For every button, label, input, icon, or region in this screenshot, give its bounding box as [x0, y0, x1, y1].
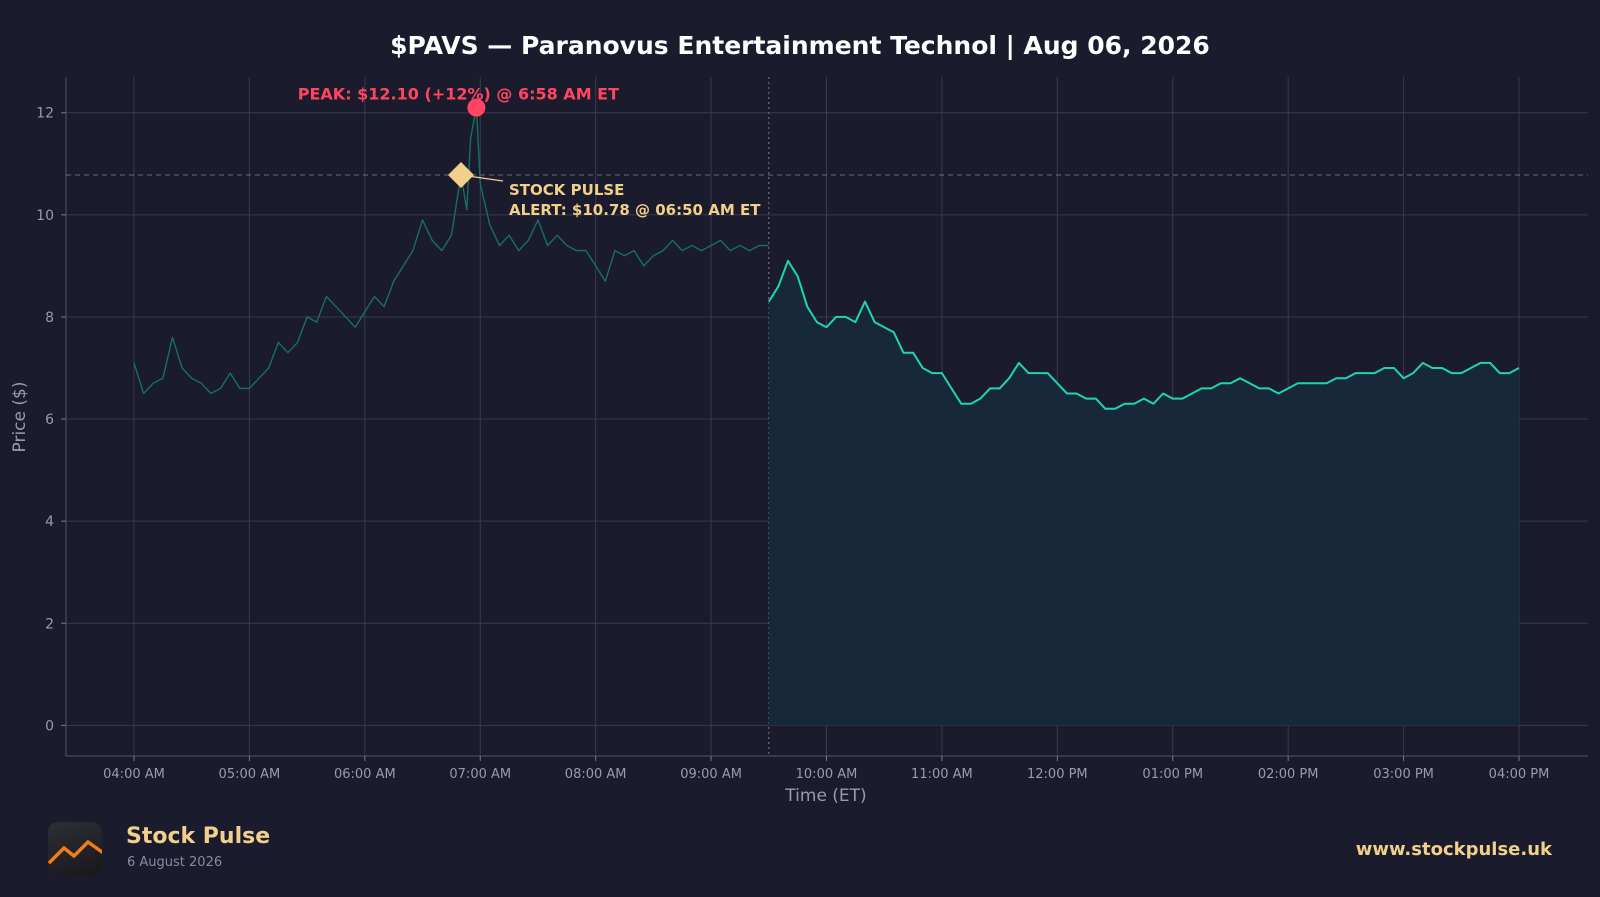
premarket-price-line	[133, 106, 769, 395]
alert-label-line2: ALERT: $10.78 @ 06:50 AM ET	[509, 201, 761, 219]
peak-label: PEAK: $12.10 (+12%) @ 6:58 AM ET	[298, 85, 619, 104]
x-tick-label: 02:00 PM	[1258, 767, 1319, 782]
y-tick-label: 12	[36, 106, 54, 122]
chart-line-icon	[48, 840, 104, 864]
x-tick-label: 01:00 PM	[1142, 767, 1203, 782]
x-tick-label: 08:00 AM	[565, 767, 627, 782]
brand-logo	[48, 822, 104, 876]
alert-label-line1: STOCK PULSE	[509, 181, 624, 199]
regular-session-area	[768, 260, 1519, 726]
chart-title: $PAVS — Paranovus Entertainment Technol …	[390, 31, 1210, 60]
peak-marker	[467, 98, 486, 117]
regular-price-line	[767, 259, 1520, 410]
x-tick-label: 11:00 AM	[911, 767, 973, 782]
brand-name: Stock Pulse	[126, 824, 271, 849]
y-tick-label: 2	[45, 616, 54, 632]
x-axis-label: Time (ET)	[784, 786, 866, 806]
website-link[interactable]: www.stockpulse.uk	[1355, 839, 1552, 860]
y-tick-label: 4	[45, 514, 54, 530]
x-tick-label: 07:00 AM	[449, 767, 511, 782]
y-tick-label: 0	[45, 718, 54, 734]
footer-date: 6 August 2026	[127, 855, 223, 870]
y-tick-label: 8	[45, 310, 54, 326]
axis-ticks: 0 2 4 6 8 10 12 04:00 AM 05:00 AM 06:00 AM 07:00 A…	[36, 106, 1549, 782]
x-tick-label: 04:00 PM	[1489, 767, 1550, 782]
y-tick-label: 10	[36, 208, 54, 224]
y-axis-label: Price ($)	[10, 382, 30, 453]
regular-session-fill	[768, 260, 1519, 726]
x-tick-label: 05:00 AM	[219, 767, 281, 782]
x-tick-label: 06:00 AM	[334, 767, 396, 782]
x-tick-label: 09:00 AM	[680, 767, 742, 782]
x-tick-label: 12:00 PM	[1027, 767, 1088, 782]
x-tick-label: 03:00 PM	[1373, 767, 1434, 782]
x-tick-label: 04:00 AM	[103, 767, 165, 782]
x-tick-label: 10:00 AM	[796, 767, 858, 782]
alert-marker	[448, 162, 475, 189]
y-tick-label: 6	[45, 412, 54, 428]
annotations: PEAK: $12.10 (+12%) @ 6:58 AM ET STOCK PU…	[298, 85, 761, 219]
